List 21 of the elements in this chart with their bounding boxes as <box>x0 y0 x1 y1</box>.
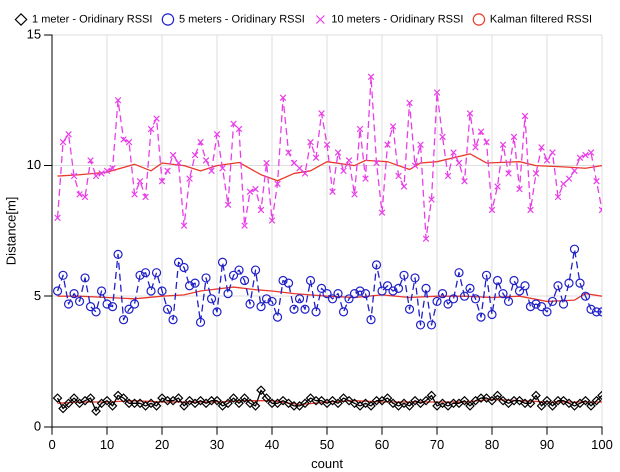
x-tick-label: 70 <box>430 437 444 452</box>
x-tick-label: 30 <box>210 437 224 452</box>
x-axis-title: count <box>311 456 344 471</box>
legend-label: 1 meter - Oridinary RSSI <box>32 14 152 26</box>
y-tick-label: 5 <box>34 288 42 303</box>
legend-label: 10 meters - Oridinary RSSI <box>331 14 464 26</box>
x-tick-label: 10 <box>100 437 114 452</box>
y-tick-label: 0 <box>34 418 42 434</box>
x-tick-label: 0 <box>48 437 56 452</box>
y-tick-label: 10 <box>26 157 42 172</box>
x-tick-label: 40 <box>264 437 280 452</box>
legend-label: 5 meters - Oridinary RSSI <box>178 14 305 26</box>
x-tick-label: 50 <box>320 437 334 452</box>
x-tick-label: 60 <box>374 437 390 452</box>
y-axis-title: Distance[m] <box>3 196 18 266</box>
x-tick-label: 80 <box>484 437 500 452</box>
x-tick-label: 90 <box>540 437 554 452</box>
y-tick-label: 15 <box>26 26 42 42</box>
x-tick-label: 20 <box>154 437 170 452</box>
x-tick-label: 100 <box>591 437 613 452</box>
legend-label: Kalman filtered RSSI <box>490 14 592 26</box>
